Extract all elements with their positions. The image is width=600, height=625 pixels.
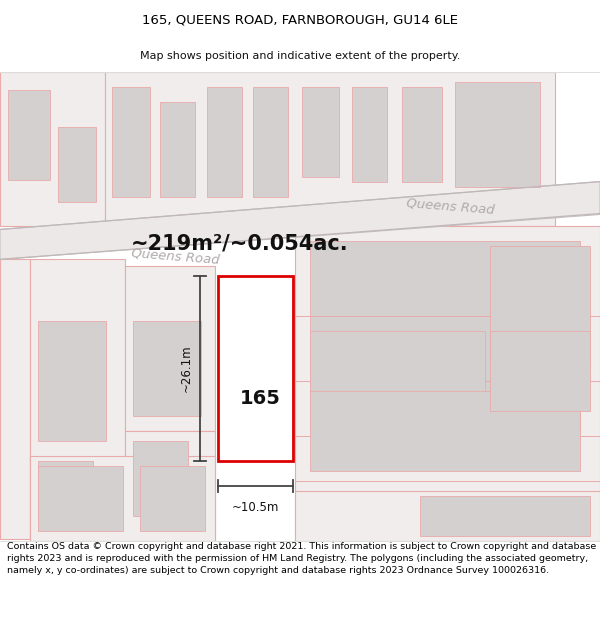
Bar (0, 259, 30, 539)
Bar (0, 72, 105, 226)
Bar (38, 461, 93, 521)
Polygon shape (0, 182, 600, 259)
Bar (38, 466, 123, 531)
Bar (38, 321, 106, 441)
Text: 165, QUEENS ROAD, FARNBOROUGH, GU14 6LE: 165, QUEENS ROAD, FARNBOROUGH, GU14 6LE (142, 14, 458, 27)
Text: ~26.1m: ~26.1m (179, 345, 193, 392)
Text: Contains OS data © Crown copyright and database right 2021. This information is : Contains OS data © Crown copyright and d… (7, 542, 596, 575)
Bar (105, 72, 555, 226)
Bar (125, 266, 215, 431)
Bar (30, 259, 125, 549)
Bar (310, 391, 580, 471)
Bar (223, 296, 288, 391)
Bar (420, 496, 590, 536)
Text: Map shows position and indicative extent of the property.: Map shows position and indicative extent… (140, 51, 460, 61)
Bar (455, 82, 540, 187)
Bar (402, 87, 442, 182)
Bar (295, 226, 600, 541)
Bar (160, 102, 195, 196)
Bar (133, 441, 188, 516)
Bar (253, 87, 288, 196)
Bar (490, 331, 590, 411)
Bar (207, 87, 242, 196)
Text: 165: 165 (240, 389, 281, 408)
Text: Queens Road: Queens Road (130, 246, 220, 266)
Bar (133, 321, 201, 416)
Bar (30, 456, 215, 541)
Bar (58, 127, 96, 201)
Text: ~10.5m: ~10.5m (232, 501, 279, 514)
Bar (310, 241, 580, 431)
Bar (490, 246, 590, 361)
Bar (352, 87, 387, 182)
Bar (295, 491, 600, 541)
Text: ~219m²/~0.054ac.: ~219m²/~0.054ac. (131, 233, 349, 253)
Text: Queens Road: Queens Road (406, 197, 494, 216)
Bar (302, 87, 339, 177)
Bar (140, 466, 205, 531)
Bar (125, 431, 215, 541)
Bar (310, 331, 485, 426)
Bar (112, 87, 150, 196)
Bar (218, 276, 293, 461)
Bar (8, 90, 50, 179)
